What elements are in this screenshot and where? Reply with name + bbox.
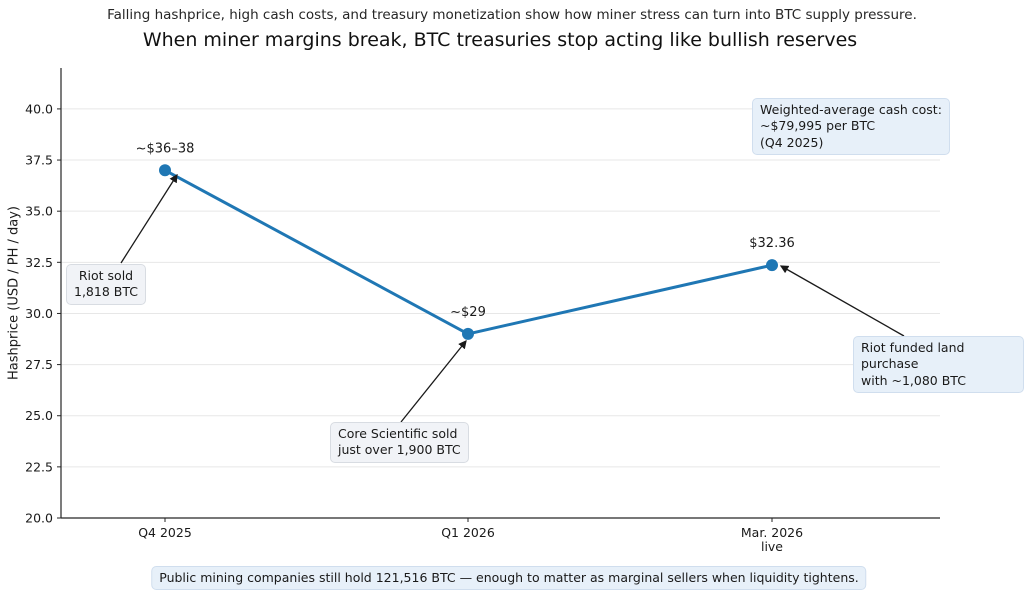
chart-title: When miner margins break, BTC treasuries… <box>142 29 858 51</box>
y-tick-label: 40.0 <box>25 101 53 116</box>
annotation-cash-cost: Weighted-average cash cost: ~$79,995 per… <box>752 98 950 155</box>
annotation-arrow <box>779 265 905 337</box>
point-label: $32.36 <box>749 236 795 251</box>
point-label: ~$36–38 <box>136 141 195 156</box>
y-tick-label: 35.0 <box>25 204 53 219</box>
y-tick-label: 37.5 <box>25 153 53 168</box>
y-tick-label: 20.0 <box>25 511 53 526</box>
annotation-riot-land-purchase: Riot funded land purchase with ~1,080 BT… <box>853 336 1024 393</box>
footer-note: Public mining companies still hold 121,5… <box>151 566 867 591</box>
annotation-riot-sold: Riot sold 1,818 BTC <box>66 264 146 305</box>
y-tick-label: 32.5 <box>25 255 53 270</box>
annotation-arrow <box>120 173 178 264</box>
y-tick-label: 25.0 <box>25 408 53 423</box>
point-label: ~$29 <box>450 305 486 320</box>
x-tick-sublabel: live <box>761 539 783 554</box>
y-tick-label: 27.5 <box>25 357 53 372</box>
x-tick-label: Q4 2025 <box>138 525 192 540</box>
figure-suptitle: Falling hashprice, high cash costs, and … <box>107 7 917 23</box>
data-point <box>766 259 778 272</box>
data-point <box>462 327 474 340</box>
x-tick-label: Mar. 2026 <box>741 525 803 540</box>
annotation-arrow <box>400 340 467 423</box>
y-tick-label: 30.0 <box>25 306 53 321</box>
y-tick-label: 22.5 <box>25 459 53 474</box>
annotation-core-scientific: Core Scientific sold just over 1,900 BTC <box>330 422 469 463</box>
x-tick-label: Q1 2026 <box>441 525 495 540</box>
data-point <box>159 164 171 177</box>
